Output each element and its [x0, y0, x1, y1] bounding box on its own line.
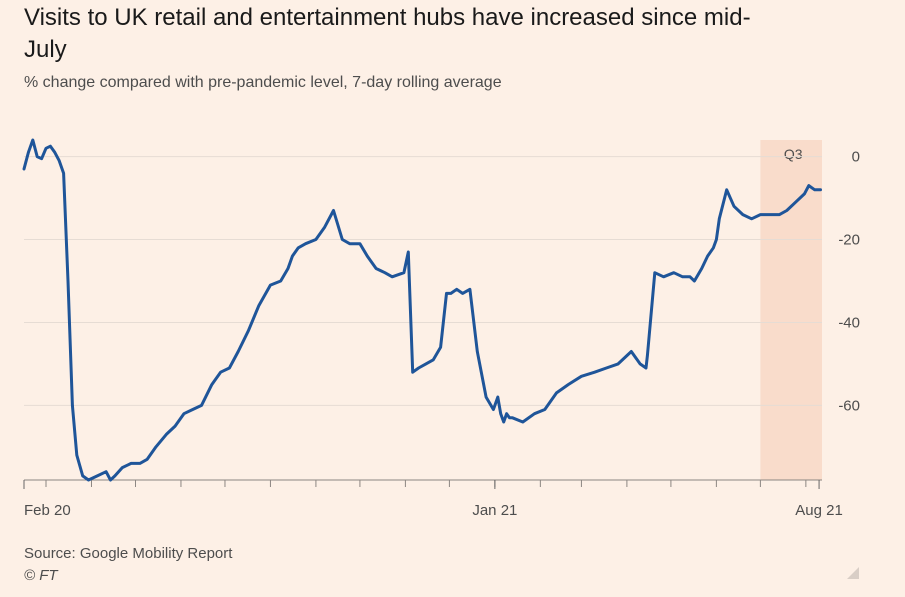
y-tick-label: -20	[838, 232, 860, 249]
x-tick-label: Aug 21	[795, 502, 843, 519]
q3-highlight-label: Q3	[784, 146, 803, 162]
y-tick-label: 0	[852, 149, 860, 166]
x-tick-label: Jan 21	[472, 502, 517, 519]
credit-note: © FT	[24, 567, 58, 584]
chart-subtitle: % change compared with pre-pandemic leve…	[24, 74, 502, 91]
x-tick-label: Feb 20	[24, 502, 71, 519]
q3-highlight-band	[760, 140, 822, 480]
source-note: Source: Google Mobility Report	[24, 545, 233, 562]
chart-title: Visits to UK retail and entertainment hu…	[24, 4, 751, 63]
series-line	[22, 138, 822, 482]
y-tick-label: -40	[838, 314, 860, 331]
y-tick-label: -60	[838, 397, 860, 414]
resize-handle-icon	[847, 567, 859, 579]
